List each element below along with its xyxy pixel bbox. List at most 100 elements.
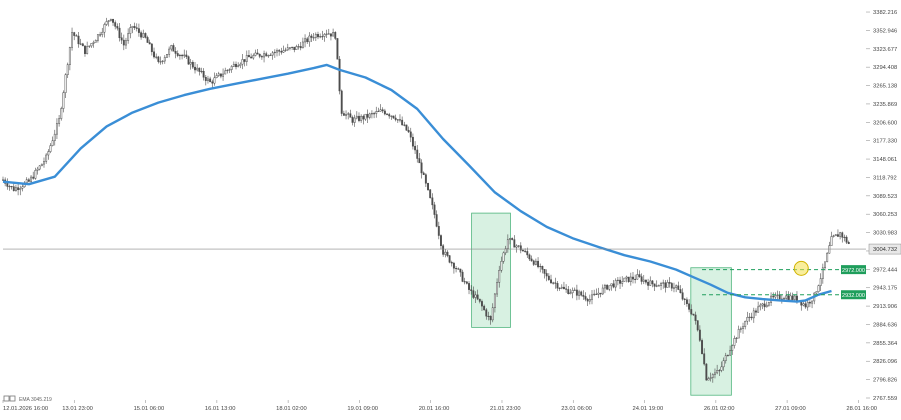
legend-icon-2 [9, 395, 16, 402]
candle-body [558, 287, 561, 289]
candle-body [172, 45, 175, 52]
candle-body [636, 274, 639, 280]
candle-body [239, 63, 242, 66]
x-axis: 12.01.2026 16:00 13.01 23:00 15.01 06:00 16… [2, 400, 877, 412]
signal-marker [793, 260, 809, 276]
candle-body [364, 113, 367, 120]
candle-body [377, 110, 380, 112]
candle-body [496, 282, 499, 295]
candle-body [742, 326, 744, 329]
candle-body [101, 31, 104, 35]
candle-body [485, 309, 488, 317]
candle-body [207, 78, 209, 81]
candle-body [317, 34, 319, 38]
candle-body [478, 298, 481, 302]
candle-body [327, 33, 330, 35]
candle-body [314, 34, 317, 38]
candle-body [248, 55, 250, 58]
levels-layer: 2972.000 2932.000 [3, 248, 866, 300]
candle-body [144, 33, 147, 38]
candle-body [258, 53, 261, 57]
candle-body [181, 54, 184, 57]
candle-body [629, 276, 632, 282]
level-label-box-1 [841, 265, 866, 275]
candle-body [60, 108, 63, 119]
candle-body [14, 187, 17, 191]
candle-body [125, 40, 127, 46]
candle-body [679, 289, 682, 293]
candle-body [276, 50, 278, 53]
y-tick-label: 3323.677 [873, 47, 897, 53]
candle-body [675, 285, 678, 289]
candle-body [783, 298, 785, 300]
y-tick-label: 3294.408 [873, 65, 897, 71]
candle-body [392, 115, 395, 119]
candle-body [591, 294, 593, 300]
candle-body [826, 252, 829, 263]
candle-body [437, 226, 440, 236]
candle-body [47, 151, 50, 156]
candle-body [767, 302, 770, 306]
candle-body [739, 328, 742, 330]
candle-body [170, 45, 173, 50]
candle-body [254, 52, 257, 56]
candle-body [429, 189, 432, 199]
candle-body [720, 366, 723, 371]
candle-body [668, 282, 671, 284]
candle-body [77, 35, 80, 45]
candle-body [209, 78, 212, 83]
candle-body [696, 320, 699, 331]
candle-body [763, 303, 766, 308]
y-tick-label: 3148.061 [873, 157, 897, 163]
candle-body [323, 34, 326, 37]
candle-body [830, 236, 833, 246]
candle-body [545, 273, 548, 277]
legend-icon [3, 395, 10, 402]
candle-body [483, 305, 486, 311]
candle-body [709, 377, 712, 379]
candle-body [204, 76, 207, 81]
candle-body [269, 54, 272, 56]
y-tick-label: 3352.946 [873, 28, 897, 34]
candle-body [64, 74, 67, 93]
candle-body [411, 136, 414, 147]
y-axis: 3382.216 3352.946 3323.677 3294.408 3265.138… [866, 10, 901, 402]
candle-body [71, 32, 73, 48]
candle-body [288, 47, 291, 49]
candle-body [714, 372, 716, 375]
candle-body [200, 70, 203, 73]
candle-body [552, 282, 555, 284]
candle-body [133, 26, 136, 28]
candle-body [532, 260, 535, 265]
candle-body [338, 58, 341, 92]
candle-body [252, 55, 255, 59]
candle-body [802, 303, 805, 306]
candle-body [554, 282, 557, 284]
candle-body [547, 275, 550, 280]
candle-body [824, 261, 826, 269]
candle-body [506, 239, 509, 249]
candle-body [446, 251, 449, 256]
level-label-1: 2972.000 [842, 268, 865, 274]
candle-body [651, 280, 654, 285]
candle-body [819, 278, 822, 286]
candle-body [625, 276, 628, 279]
candle-body [765, 304, 768, 308]
candle-body [34, 170, 37, 179]
current-price-label: 3004.732 [873, 247, 897, 253]
candle-body [571, 290, 574, 294]
candle-body [390, 115, 393, 117]
candle-body [530, 258, 533, 262]
y-tick-label: 2943.175 [873, 286, 897, 292]
candle-body [196, 67, 199, 71]
candle-body [582, 294, 585, 297]
candle-body [342, 113, 345, 116]
candle-body [811, 300, 814, 304]
candle-body [442, 245, 445, 255]
candle-body [325, 33, 328, 35]
candle-body [366, 113, 369, 118]
candle-body [701, 340, 703, 354]
candle-body [88, 45, 91, 47]
